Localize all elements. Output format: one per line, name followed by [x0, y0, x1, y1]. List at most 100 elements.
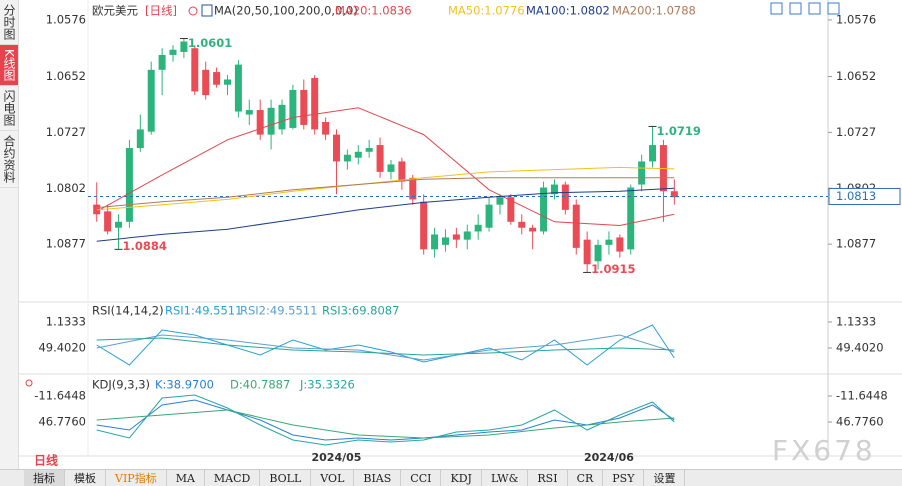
candle-body	[191, 48, 199, 92]
candle-body	[376, 145, 384, 172]
candle-body	[115, 221, 123, 228]
candle-body	[452, 234, 460, 240]
candle-body	[649, 145, 657, 162]
legend-entry: RSI2:49.5511	[240, 304, 317, 318]
candle-body	[507, 197, 515, 222]
legend-entry: MA50:1.0776	[448, 4, 525, 18]
candle-body	[529, 227, 537, 232]
toolbar-item[interactable]: 设置	[644, 470, 686, 486]
candle-body	[638, 161, 646, 185]
y-tick-label: 49.4020	[38, 340, 86, 354]
toolbar-item[interactable]: VIP指标	[106, 470, 167, 486]
candle-body	[136, 129, 144, 149]
side-tab[interactable]: 合约资料	[0, 131, 18, 188]
series-line	[96, 177, 675, 209]
y-tick-label: 1.0877	[836, 237, 876, 251]
y-tick-label: 46.7760	[38, 415, 86, 429]
series-line	[96, 399, 675, 441]
period-label[interactable]: 日线	[34, 453, 58, 468]
last-price-box	[828, 187, 901, 205]
legend-entry: MA200:1.0788	[612, 4, 696, 18]
kdj-title: KDJ(9,3,3)	[92, 378, 150, 392]
icon-expand[interactable]	[827, 2, 840, 15]
series-line	[96, 324, 675, 366]
side-tab[interactable]: 闪电图	[0, 86, 18, 131]
settings-icon[interactable]	[25, 379, 33, 387]
candle-body	[496, 197, 504, 205]
toolbar-item[interactable]: LW&	[482, 470, 529, 486]
candle-body	[387, 164, 395, 172]
y-tick-label: 1.0576	[46, 12, 86, 26]
toolbar-item[interactable]: RSI	[528, 470, 568, 486]
series-line	[96, 394, 675, 446]
x-tick-label: 2024/06	[584, 451, 634, 464]
y-tick-label: 1.0576	[836, 12, 876, 26]
candle-body	[245, 110, 253, 115]
candle-body	[223, 79, 231, 85]
candle-body	[441, 237, 449, 245]
extreme-annotation: 1.0719	[657, 124, 701, 138]
last-price-label: 1.0813	[836, 189, 876, 203]
add-icon[interactable]	[188, 6, 198, 16]
candle-body	[398, 161, 406, 182]
toolbar-item[interactable]: 模板	[65, 470, 106, 486]
candle-body	[605, 239, 613, 245]
toolbar-item[interactable]: VOL	[311, 470, 355, 486]
toolbar-item[interactable]: BOLL	[260, 470, 312, 486]
symbol-title: 欧元美元	[92, 4, 138, 18]
toolbar-item[interactable]: KDJ	[441, 470, 482, 486]
candle-body	[267, 107, 275, 135]
candle-body	[278, 104, 286, 130]
series-line	[96, 334, 675, 361]
legend-entry: RSI3:69.8087	[322, 304, 399, 318]
toolbar-item[interactable]: CR	[568, 470, 604, 486]
candle-body	[104, 211, 112, 232]
icon-zoom-in[interactable]	[789, 2, 802, 15]
candle-body	[256, 110, 264, 135]
candle-body	[474, 224, 482, 232]
candle-body	[213, 72, 221, 85]
series-line	[96, 337, 675, 356]
legend-entry: K:38.9700	[155, 378, 214, 392]
extreme-annotation: 1.0915	[591, 262, 635, 276]
candle-body	[540, 187, 548, 232]
toolbar-item[interactable]: MA	[167, 470, 205, 486]
series-line	[96, 187, 675, 242]
toolbar-item[interactable]: 指标	[24, 470, 65, 486]
candle-body	[289, 89, 297, 128]
icon-move[interactable]	[770, 2, 783, 15]
y-tick-label: 46.7760	[836, 415, 884, 429]
side-tab[interactable]: K线图	[0, 45, 18, 86]
candle-body	[518, 221, 526, 228]
candle-body	[485, 204, 493, 228]
candle-body	[627, 187, 635, 250]
ma-icon[interactable]	[201, 4, 213, 17]
legend-entry: RSI1:49.5511	[165, 304, 242, 318]
y-tick-label: 1.1333	[836, 314, 876, 328]
window-icons	[770, 2, 840, 15]
icon-zoom-out[interactable]	[808, 2, 821, 15]
y-tick-label: -11.6448	[836, 389, 888, 403]
candle-body	[169, 49, 177, 55]
side-tabs: 分时图 K线图 闪电图 合约资料	[0, 0, 19, 470]
toolbar-item[interactable]: PSY	[603, 470, 645, 486]
candle-body	[202, 69, 210, 96]
candle-body	[147, 69, 155, 132]
watermark: FX678	[772, 434, 876, 467]
toolbar-item[interactable]: MACD	[205, 470, 261, 486]
toolbar-item[interactable]: BIAS	[354, 470, 402, 486]
side-tab[interactable]: 分时图	[0, 0, 18, 45]
y-tick-label: 1.0877	[46, 237, 86, 251]
candle-body	[561, 184, 569, 210]
candle-body	[354, 151, 362, 158]
y-tick-label: 1.0727	[46, 125, 86, 139]
candle-body	[594, 244, 602, 262]
legend-entry: MA20:1.0836	[335, 4, 412, 18]
y-tick-label: 49.4020	[836, 340, 884, 354]
legend-entry: D:40.7887	[230, 378, 290, 392]
extreme-annotation: 1.0601	[188, 36, 232, 50]
y-tick-label: 1.0802	[46, 181, 86, 195]
candle-body	[322, 121, 330, 135]
toolbar-item[interactable]: CCI	[401, 470, 442, 486]
